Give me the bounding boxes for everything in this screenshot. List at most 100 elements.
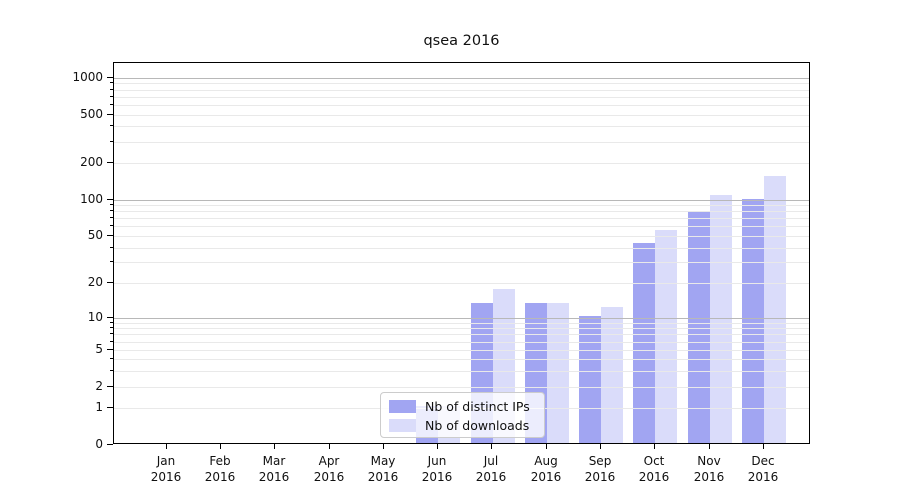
y-tick-label: 50 <box>87 228 103 242</box>
y-tick-mark <box>107 114 113 115</box>
y-minor-tick-mark <box>110 341 113 342</box>
y-minor-tick-mark <box>110 96 113 97</box>
legend-label: Nb of distinct IPs <box>425 399 530 414</box>
y-minor-tick-mark <box>110 104 113 105</box>
gridline-800 <box>114 90 809 91</box>
x-tick-mark <box>546 444 547 449</box>
gridline-4 <box>114 359 809 360</box>
gridline-7 <box>114 334 809 335</box>
x-tick-label-jul: Jul 2016 <box>475 454 507 484</box>
y-minor-tick-mark <box>110 322 113 323</box>
y-tick-mark <box>107 386 113 387</box>
bar-downloads-aug <box>546 302 569 443</box>
y-tick-mark <box>107 407 113 408</box>
gridline-60 <box>114 226 809 227</box>
gridline-40 <box>114 248 809 249</box>
x-tick-label-sep: Sep 2016 <box>584 454 616 484</box>
legend-swatch-downloads <box>389 419 416 432</box>
gridline-70 <box>114 218 809 219</box>
x-tick-label-dec: Dec 2016 <box>747 454 779 484</box>
x-tick-label-may: May 2016 <box>367 454 399 484</box>
bar-downloads-nov <box>709 195 732 443</box>
y-tick-label: 1000 <box>72 70 103 84</box>
y-minor-tick-mark <box>110 89 113 90</box>
y-tick-label: 0 <box>95 437 103 451</box>
x-tick-label-apr: Apr 2016 <box>313 454 345 484</box>
y-tick-mark <box>107 235 113 236</box>
y-tick-label: 2 <box>95 379 103 393</box>
x-tick-label-mar: Mar 2016 <box>258 454 290 484</box>
gridline-20 <box>114 283 809 284</box>
plot-area <box>113 62 810 444</box>
y-minor-tick-mark <box>110 327 113 328</box>
bar-distinct-ips-sep <box>579 315 602 443</box>
y-minor-tick-mark <box>110 141 113 142</box>
x-tick-mark <box>329 444 330 449</box>
y-tick-mark <box>107 162 113 163</box>
legend-row: Nb of downloads <box>389 416 544 435</box>
x-tick-mark <box>491 444 492 449</box>
x-tick-mark <box>383 444 384 449</box>
x-tick-mark <box>220 444 221 449</box>
y-tick-mark <box>107 349 113 350</box>
y-tick-label: 200 <box>80 155 103 169</box>
bar-downloads-dec <box>764 176 786 443</box>
gridline-9 <box>114 323 809 324</box>
y-tick-label: 20 <box>87 275 103 289</box>
legend: Nb of distinct IPs Nb of downloads <box>380 392 545 438</box>
bar-distinct-ips-nov <box>687 211 710 443</box>
gridline-3 <box>114 371 809 372</box>
x-tick-mark <box>763 444 764 449</box>
gridline-500 <box>114 115 809 116</box>
y-tick-mark <box>107 444 113 445</box>
y-minor-tick-mark <box>110 358 113 359</box>
y-tick-mark <box>107 199 113 200</box>
gridline-8 <box>114 328 809 329</box>
gridline-700 <box>114 97 809 98</box>
y-tick-label: 500 <box>80 107 103 121</box>
gridline-300 <box>114 142 809 143</box>
y-tick-mark <box>107 282 113 283</box>
gridline-10 <box>114 318 809 319</box>
y-minor-tick-mark <box>110 333 113 334</box>
y-tick-label: 100 <box>80 192 103 206</box>
y-tick-label: 5 <box>95 342 103 356</box>
legend-label: Nb of downloads <box>425 418 530 433</box>
x-tick-label-jan: Jan 2016 <box>150 454 182 484</box>
y-minor-tick-mark <box>110 125 113 126</box>
bar-distinct-ips-oct <box>633 243 656 443</box>
x-tick-label-aug: Aug 2016 <box>530 454 562 484</box>
bar-distinct-ips-dec <box>742 199 764 443</box>
x-tick-label-jun: Jun 2016 <box>421 454 453 484</box>
x-tick-mark <box>437 444 438 449</box>
y-minor-tick-mark <box>110 247 113 248</box>
y-minor-tick-mark <box>110 210 113 211</box>
x-tick-label-feb: Feb 2016 <box>204 454 236 484</box>
gridline-600 <box>114 105 809 106</box>
legend-swatch-distinct-ips <box>389 400 416 413</box>
x-tick-mark <box>709 444 710 449</box>
gridline-30 <box>114 262 809 263</box>
chart-title: qsea 2016 <box>423 33 500 49</box>
gridline-900 <box>114 83 809 84</box>
gridline-50 <box>114 236 809 237</box>
y-tick-label: 1 <box>95 400 103 414</box>
y-tick-mark <box>107 77 113 78</box>
gridline-5 <box>114 350 809 351</box>
y-minor-tick-mark <box>110 225 113 226</box>
y-tick-label: 10 <box>87 310 103 324</box>
y-minor-tick-mark <box>110 204 113 205</box>
x-tick-mark <box>274 444 275 449</box>
gridline-100 <box>114 200 809 201</box>
y-minor-tick-mark <box>110 217 113 218</box>
gridline-400 <box>114 126 809 127</box>
gridline-80 <box>114 211 809 212</box>
gridline-6 <box>114 342 809 343</box>
x-tick-mark <box>600 444 601 449</box>
y-minor-tick-mark <box>110 82 113 83</box>
legend-row: Nb of distinct IPs <box>389 397 544 416</box>
x-tick-mark <box>166 444 167 449</box>
x-tick-label-nov: Nov 2016 <box>693 454 725 484</box>
gridline-200 <box>114 163 809 164</box>
